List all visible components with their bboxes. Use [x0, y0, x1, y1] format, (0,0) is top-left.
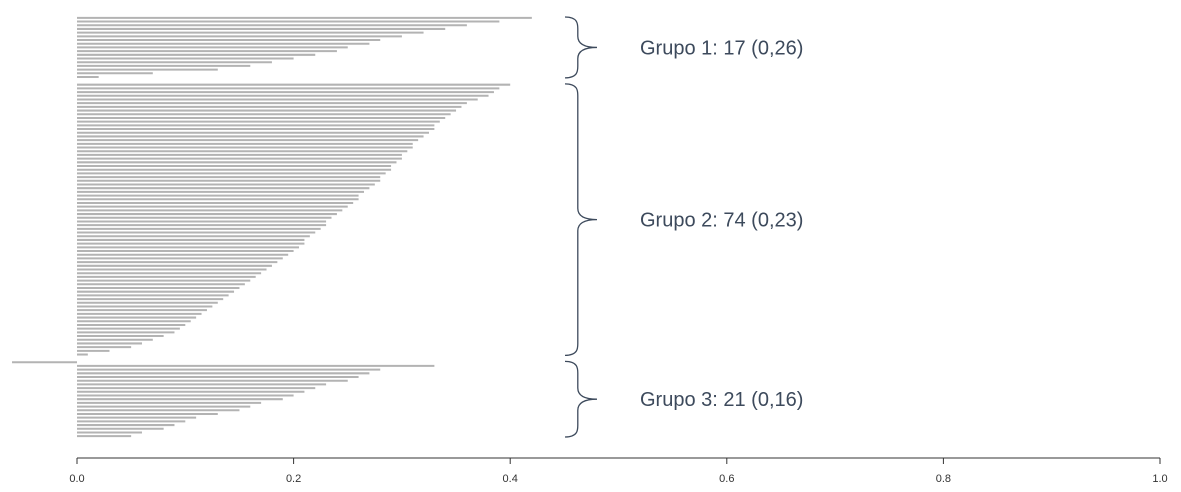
x-tick-label: 0.0 — [69, 473, 84, 485]
group-label: Grupo 1: 17 (0,26) — [640, 37, 803, 59]
braces-layer — [564, 16, 598, 438]
group-brace — [564, 360, 598, 438]
group-label: Grupo 2: 74 (0,23) — [640, 210, 803, 232]
group-brace — [564, 16, 598, 79]
x-axis: 0.0 0.2 0.4 0.6 0.8 1.0 — [69, 457, 1168, 485]
group-label: Grupo 3: 21 (0,16) — [640, 389, 803, 411]
x-tick-label: 1.0 — [1152, 473, 1167, 485]
group-brace — [564, 83, 598, 357]
bars-layer — [12, 16, 532, 438]
group-labels-layer: Grupo 1: 17 (0,26) Grupo 2: 74 (0,23) Grup… — [640, 37, 803, 411]
x-tick-label: 0.6 — [719, 473, 734, 485]
x-tick-label: 0.8 — [936, 473, 951, 485]
x-tick-label: 0.4 — [503, 473, 518, 485]
x-tick-label: 0.2 — [286, 473, 301, 485]
